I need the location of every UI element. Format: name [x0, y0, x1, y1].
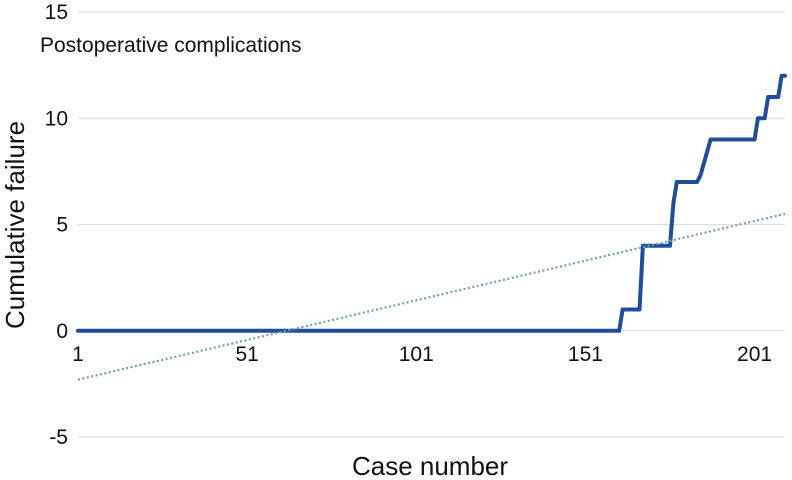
y-tick-label: 0	[56, 320, 68, 343]
cumulative-failure-line	[76, 73, 787, 333]
y-axis-label: Cumulative failure	[0, 121, 30, 329]
x-tick-labels: 1 51 101 151 201	[72, 343, 772, 366]
y-tick-label: 10	[45, 107, 68, 130]
x-tick-label: 101	[399, 343, 434, 366]
x-tick-label: 1	[72, 343, 84, 366]
y-tick-labels: -5 0 5 10 15	[45, 1, 68, 449]
x-axis-label: Case number	[352, 451, 508, 480]
grid-lines	[78, 11, 785, 438]
x-tick-label: 51	[235, 343, 258, 366]
chart-annotation: Postoperative complications	[40, 34, 301, 57]
y-tick-label: 15	[45, 1, 68, 24]
y-tick-label: -5	[49, 426, 68, 449]
series-group	[76, 73, 787, 381]
y-tick-label: 5	[56, 214, 68, 237]
x-tick-label: 151	[568, 343, 603, 366]
x-tick-label: 201	[737, 343, 772, 366]
